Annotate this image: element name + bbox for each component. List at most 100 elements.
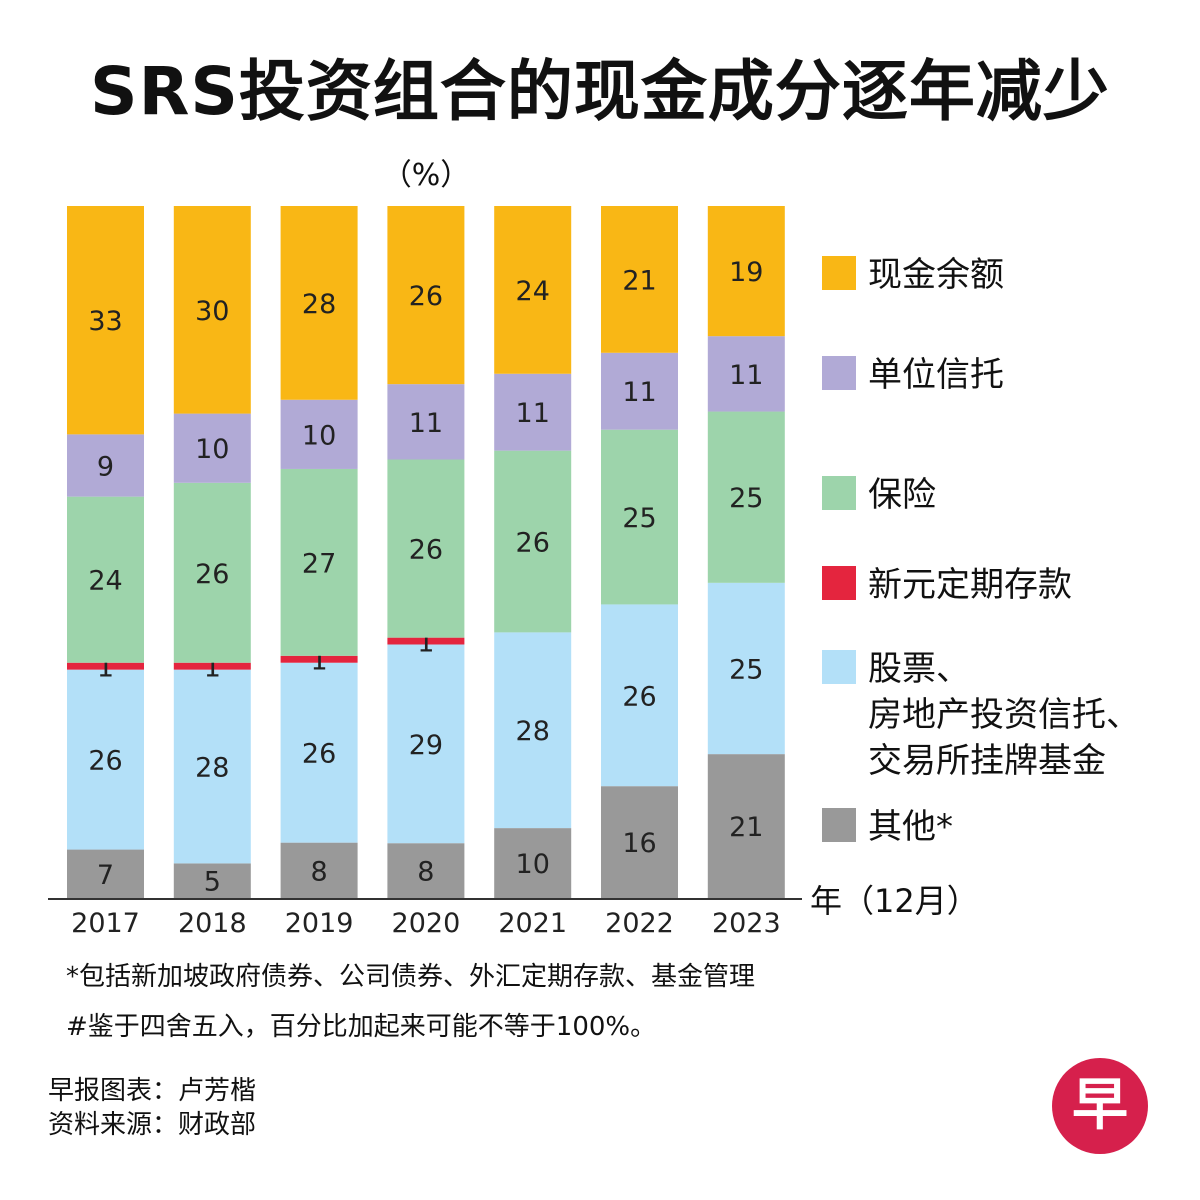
bar-segment-2017-s0 bbox=[67, 849, 144, 898]
legend-item: 现金余额 bbox=[822, 252, 1004, 298]
data-label-2021-s0: 10 bbox=[516, 849, 550, 880]
data-label-2023-s3: 25 bbox=[729, 483, 763, 514]
credit-chart: 早报图表：卢芳楷 bbox=[48, 1076, 257, 1106]
bar-segment-2018-s5 bbox=[173, 206, 251, 414]
x-tick-label-2019: 2019 bbox=[285, 908, 354, 939]
legend-swatch bbox=[822, 650, 856, 684]
data-label-2018-s3: 26 bbox=[195, 559, 229, 590]
x-tick-label-2020: 2020 bbox=[392, 908, 461, 939]
data-label-2023-s0: 21 bbox=[729, 812, 763, 843]
data-label-2020-s4: 11 bbox=[409, 408, 443, 439]
legend-item: 其他* bbox=[822, 804, 953, 850]
data-label-2019-s0: 8 bbox=[311, 856, 328, 887]
bar-segment-2022-s3 bbox=[601, 429, 678, 605]
legend-label: 股票、 房地产投资信托、 交易所挂牌基金 bbox=[868, 649, 1140, 781]
logo-glyph: 早 bbox=[1072, 1073, 1128, 1138]
x-tick-label-2018: 2018 bbox=[178, 908, 247, 939]
bar-segment-2019-s3 bbox=[280, 468, 358, 656]
data-label-2023-s5: 19 bbox=[729, 257, 763, 288]
x-axis-unit-label: 年（12月） bbox=[810, 882, 979, 920]
bar-segment-2017-s2 bbox=[67, 662, 144, 670]
data-label-2021-s4: 11 bbox=[516, 398, 550, 429]
bar-segment-2020-s0 bbox=[387, 843, 465, 898]
bar-segment-2021-s4 bbox=[494, 373, 572, 451]
bar-segment-2018-s4 bbox=[173, 413, 251, 483]
legend-swatch bbox=[822, 808, 856, 842]
data-label-2018-s5: 30 bbox=[195, 296, 229, 327]
bar-segment-2023-s1 bbox=[707, 582, 785, 755]
bar-segment-2019-s2 bbox=[280, 655, 358, 663]
legend-label: 其他* bbox=[868, 807, 953, 847]
bar-segment-2023-s0 bbox=[707, 754, 785, 898]
x-tick-label-2017: 2017 bbox=[71, 908, 140, 939]
bar-segment-2021-s0 bbox=[494, 828, 572, 898]
data-label-2020-s1: 29 bbox=[409, 730, 443, 761]
zaobao-logo: 早 bbox=[1052, 1058, 1148, 1154]
bar-segment-2023-s5 bbox=[707, 206, 785, 337]
bar-segment-2018-s2 bbox=[173, 662, 251, 670]
data-label-2020-s5: 26 bbox=[409, 281, 443, 312]
bar-segment-2019-s1 bbox=[280, 662, 358, 843]
legend-label: 现金余额 bbox=[868, 255, 1004, 295]
data-label-2018-s0: 5 bbox=[204, 867, 221, 898]
x-tick-label-2021: 2021 bbox=[498, 908, 567, 939]
legend-item: 新元定期存款 bbox=[822, 562, 1072, 608]
data-label-2019-s1: 26 bbox=[302, 739, 336, 770]
stacked-bar-chart: 7261249332017528126103020188261271028201… bbox=[48, 206, 802, 939]
bar-segment-2018-s3 bbox=[173, 482, 251, 663]
bar-segment-2022-s1 bbox=[601, 604, 678, 787]
bar-segment-2021-s1 bbox=[494, 632, 572, 829]
footnote-other: *包括新加坡政府债券、公司债券、外汇定期存款、基金管理 bbox=[66, 962, 756, 992]
legend-swatch bbox=[822, 256, 856, 290]
data-label-2017-s3: 24 bbox=[88, 566, 122, 597]
bar-segment-2020-s2 bbox=[387, 637, 465, 645]
bar-segment-2018-s0 bbox=[173, 863, 251, 898]
data-label-2020-s0: 8 bbox=[417, 857, 434, 888]
data-label-2018-s1: 28 bbox=[195, 753, 229, 784]
data-label-2019-s5: 28 bbox=[302, 289, 336, 320]
bar-segment-2023-s4 bbox=[707, 336, 785, 412]
legend-label: 新元定期存款 bbox=[868, 565, 1072, 605]
data-label-2017-s0: 7 bbox=[97, 860, 114, 891]
bar-segment-2017-s4 bbox=[67, 434, 144, 497]
bar-segment-2017-s3 bbox=[67, 496, 144, 663]
data-label-2019-s4: 10 bbox=[302, 420, 336, 451]
bar-segment-2018-s1 bbox=[173, 669, 251, 864]
legend-label: 单位信托 bbox=[868, 355, 1004, 395]
bar-segment-2022-s5 bbox=[601, 206, 678, 353]
bar-segment-2022-s4 bbox=[601, 352, 678, 430]
data-label-2021-s1: 28 bbox=[516, 716, 550, 747]
legend-swatch bbox=[822, 356, 856, 390]
data-label-2022-s3: 25 bbox=[622, 503, 656, 534]
legend-item: 保险 bbox=[822, 472, 936, 518]
legend-swatch bbox=[822, 476, 856, 510]
data-label-2021-s5: 24 bbox=[516, 276, 550, 307]
legend-label: 保险 bbox=[868, 475, 936, 515]
data-label-2021-s3: 26 bbox=[516, 528, 550, 559]
data-label-2017-s5: 33 bbox=[88, 306, 122, 337]
bar-segment-2023-s3 bbox=[707, 411, 785, 583]
data-label-2017-s4: 9 bbox=[97, 452, 114, 483]
bar-segment-2017-s1 bbox=[67, 669, 144, 850]
bar-segment-2017-s5 bbox=[67, 206, 144, 435]
bar-segment-2022-s0 bbox=[601, 786, 678, 898]
data-label-2023-s1: 25 bbox=[729, 654, 763, 685]
footnote-rounding: #鉴于四舍五入，百分比加起来可能不等于100%。 bbox=[66, 1012, 657, 1042]
data-label-2022-s0: 16 bbox=[622, 828, 656, 859]
data-label-2022-s5: 21 bbox=[622, 265, 656, 296]
data-label-2019-s3: 27 bbox=[302, 548, 336, 579]
data-label-2023-s4: 11 bbox=[729, 360, 763, 391]
bar-segment-2020-s1 bbox=[387, 644, 465, 844]
legend-item: 股票、 房地产投资信托、 交易所挂牌基金 bbox=[822, 646, 1140, 784]
bar-segment-2021-s3 bbox=[494, 450, 572, 633]
unit-label: （%） bbox=[381, 158, 471, 193]
bar-segment-2020-s5 bbox=[387, 206, 465, 385]
data-label-2022-s4: 11 bbox=[622, 377, 656, 408]
x-tick-label-2022: 2022 bbox=[605, 908, 674, 939]
bar-segment-2020-s4 bbox=[387, 384, 465, 460]
x-tick-label-2023: 2023 bbox=[712, 908, 781, 939]
bar-segment-2021-s5 bbox=[494, 206, 572, 374]
data-label-2017-s1: 26 bbox=[88, 746, 122, 777]
bar-segment-2020-s3 bbox=[387, 459, 465, 638]
legend-item: 单位信托 bbox=[822, 352, 1004, 398]
